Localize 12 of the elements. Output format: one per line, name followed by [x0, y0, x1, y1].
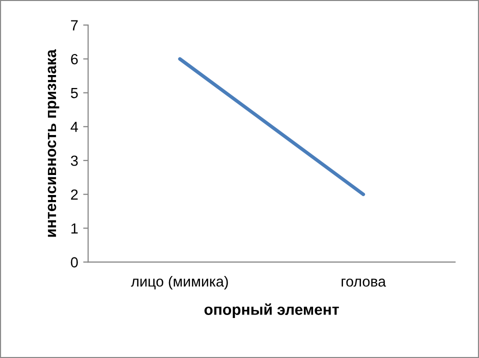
x-tick-label: лицо (мимика): [131, 276, 228, 290]
y-tick-label: 3: [70, 156, 78, 166]
y-tick-label: 0: [70, 257, 78, 268]
y-tick-label: 2: [71, 189, 78, 200]
x-tick-label: голова: [342, 278, 386, 287]
y-tick-label: 4: [70, 122, 78, 132]
x-axis-title: опорный элемент: [204, 303, 339, 318]
y-tick-label: 5: [70, 88, 78, 98]
y-tick-label: 7: [71, 20, 78, 30]
y-axis-title: интенсивность признака: [48, 49, 60, 237]
y-tick-label: 1: [71, 223, 78, 234]
y-tick-label: 6: [71, 54, 78, 64]
